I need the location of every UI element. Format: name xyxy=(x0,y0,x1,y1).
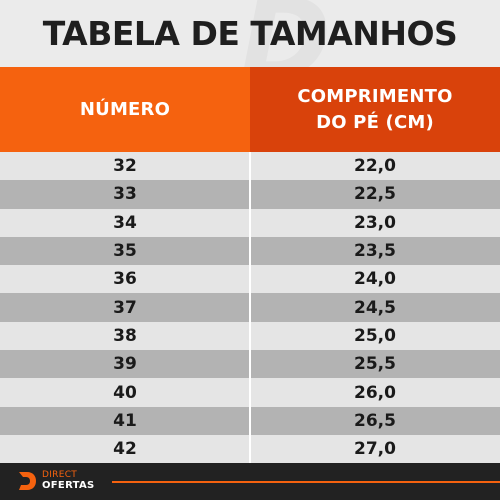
header-comprimento-line1: COMPRIMENTO xyxy=(297,85,453,107)
cell-numero: 35 xyxy=(113,241,137,262)
direct-ofertas-logo-icon xyxy=(19,472,36,490)
watermark-logo: D xyxy=(240,0,332,67)
cell-numero: 34 xyxy=(113,212,137,233)
column-divider xyxy=(249,152,251,463)
cell-comprimento: 24,0 xyxy=(354,269,396,290)
footer-accent-line xyxy=(112,481,500,483)
cell-numero: 32 xyxy=(113,156,137,177)
cell-numero: 42 xyxy=(113,439,137,460)
cell-comprimento: 23,5 xyxy=(354,241,396,262)
cell-numero: 37 xyxy=(113,297,137,318)
cell-comprimento: 23,0 xyxy=(354,212,396,233)
cell-comprimento: 22,5 xyxy=(354,184,396,205)
table-header: NÚMERO COMPRIMENTO DO PÉ (CM) xyxy=(0,67,500,152)
title-band: D TABELA DE TAMANHOS xyxy=(0,0,500,67)
logo-text-ofertas: OFERTAS xyxy=(42,480,95,491)
cell-numero: 33 xyxy=(113,184,137,205)
logo-text-direct: DIRECT xyxy=(42,470,78,480)
cell-numero: 41 xyxy=(113,410,137,431)
cell-comprimento: 26,0 xyxy=(354,382,396,403)
cell-comprimento: 27,0 xyxy=(354,439,396,460)
cell-comprimento: 25,0 xyxy=(354,325,396,346)
header-numero-label: NÚMERO xyxy=(79,98,171,120)
cell-comprimento: 24,5 xyxy=(354,297,396,318)
cell-comprimento: 22,0 xyxy=(354,156,396,177)
header-cell-numero: NÚMERO xyxy=(0,67,250,152)
cell-comprimento: 25,5 xyxy=(354,354,396,375)
footer: DIRECT OFERTAS xyxy=(0,463,500,500)
page-title: TABELA DE TAMANHOS xyxy=(42,14,458,53)
header-comprimento-line2: DO PÉ (CM) xyxy=(316,111,434,133)
cell-comprimento: 26,5 xyxy=(354,410,396,431)
cell-numero: 40 xyxy=(113,382,137,403)
header-cell-comprimento: COMPRIMENTO DO PÉ (CM) xyxy=(250,67,500,152)
header-comprimento-label: COMPRIMENTO DO PÉ (CM) xyxy=(297,84,452,136)
cell-numero: 39 xyxy=(113,354,137,375)
cell-numero: 38 xyxy=(113,325,137,346)
cell-numero: 36 xyxy=(113,269,137,290)
